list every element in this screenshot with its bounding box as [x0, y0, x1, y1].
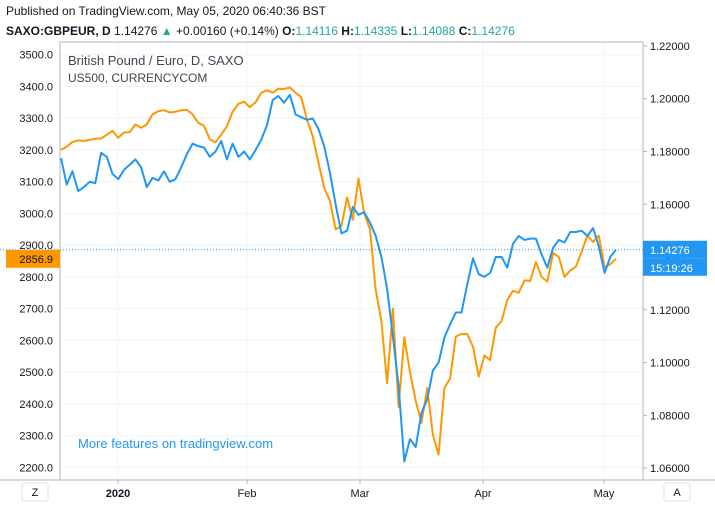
right-axis-tick-label: 1.16000 [650, 199, 690, 211]
left-axis-tick-label: 2800.0 [19, 272, 53, 284]
time-axis-tick-label: Apr [474, 488, 491, 500]
left-axis-tick-label: 2500.0 [19, 367, 53, 379]
change-value: +0.00160 (+0.14%) [176, 24, 279, 38]
left-axis-tick-label: 2400.0 [19, 399, 53, 411]
time-axis-tick-label: 2020 [106, 488, 130, 500]
zoom-button-label: Z [32, 487, 39, 499]
left-axis-tick-label: 2600.0 [19, 335, 53, 347]
chart-grid [60, 42, 643, 480]
time-axis-tick-label: Feb [238, 488, 257, 500]
auto-scale-button-label: A [673, 487, 681, 499]
symbol-label: SAXO:GBPEUR, D [6, 24, 111, 38]
close-value: 1.14276 [471, 24, 515, 38]
right-axis-tick-label: 1.06000 [650, 463, 690, 475]
change-up-icon: ▲ [160, 24, 173, 38]
left-axis-tick-label: 3400.0 [19, 81, 53, 93]
published-notice: Published on TradingView.com, May 05, 20… [6, 4, 326, 18]
time-axis[interactable]: 2020 Feb Mar Apr May [106, 480, 615, 500]
right-axis-tick-label: 1.18000 [650, 147, 690, 159]
low-value: 1.14088 [412, 24, 456, 38]
right-price-axis[interactable]: 1.220001.200001.180001.160001.140001.120… [643, 41, 707, 475]
quote-bar: SAXO:GBPEUR, D 1.14276 ▲ +0.00160 (+0.14… [6, 24, 515, 38]
left-axis-tick-label: 3100.0 [19, 177, 53, 189]
last-price-badge-label: 1.14276 [650, 245, 690, 257]
right-axis-tick-label: 1.12000 [650, 305, 690, 317]
series-line-gbpeur [60, 93, 617, 463]
right-axis-tick-label: 1.10000 [650, 358, 690, 370]
high-value: 1.14335 [353, 24, 398, 38]
overlay-last-price-badge [6, 249, 60, 268]
overlay-last-price-badge-label: 2856.9 [19, 254, 53, 266]
time-axis-tick-label: May [594, 488, 615, 500]
open-label: O: [282, 24, 296, 38]
time-axis-tick-label: Mar [351, 488, 370, 500]
zoom-button[interactable]: Z [21, 482, 49, 502]
low-label: L: [400, 24, 413, 38]
left-axis-tick-label: 2900.0 [19, 240, 53, 252]
series-layer [60, 86, 617, 463]
auto-scale-button[interactable]: A [663, 482, 691, 502]
open-value: 1.14116 [295, 24, 338, 38]
plot-frame [59, 41, 644, 481]
watermark-link[interactable]: More features on tradingview.com [78, 436, 273, 451]
last-price-badge [643, 240, 707, 259]
left-axis-tick-label: 3500.0 [19, 50, 53, 62]
right-axis-tick-label: 1.20000 [650, 94, 690, 106]
countdown-badge-label: 15:19:26 [650, 263, 693, 275]
left-axis-tick-label: 3200.0 [19, 145, 53, 157]
left-price-axis[interactable]: 3500.0 3400.0 3300.0 3200.0 3100.0 3000.0 2900… [6, 50, 60, 475]
left-axis-tick-label: 2700.0 [19, 304, 53, 316]
legend-primary-series: British Pound / Euro, D, SAXO [68, 53, 244, 68]
right-axis-tick-label: 1.22000 [650, 41, 690, 53]
high-label: H: [341, 24, 354, 38]
legend-overlay-series: US500, CURRENCYCOM [68, 71, 207, 85]
left-axis-tick-label: 3300.0 [19, 113, 53, 125]
close-label: C: [458, 24, 472, 38]
last-price: 1.14276 [114, 24, 158, 38]
left-axis-tick-label: 2200.0 [19, 462, 53, 474]
left-axis-tick-label: 2300.0 [19, 431, 53, 443]
right-axis-tick-label: 1.08000 [650, 410, 690, 422]
countdown-badge [643, 258, 707, 276]
left-axis-tick-label: 3000.0 [19, 208, 53, 220]
series-line-us500 [60, 86, 617, 456]
